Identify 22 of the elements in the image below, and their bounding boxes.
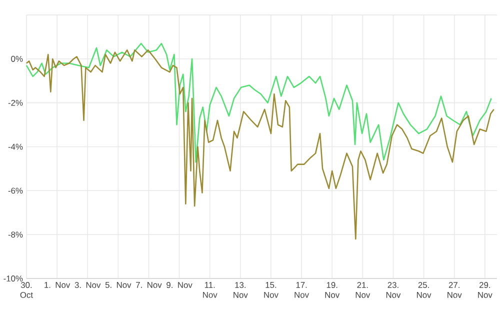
x-tick-label: 27. Nov xyxy=(448,282,462,298)
y-tick-label: -10% xyxy=(4,275,23,282)
x-tick-label: 15. Nov xyxy=(264,282,278,298)
x-tick-label: 3. Nov xyxy=(74,282,101,288)
x-tick-label: 1. Nov xyxy=(44,282,70,288)
y-tick-label: -8% xyxy=(8,231,23,238)
x-tick-label: 21. Nov xyxy=(356,282,370,298)
y-tick-label: -2% xyxy=(8,100,23,106)
x-tick-label: 11. Nov xyxy=(203,282,218,298)
y-tick-label: 0% xyxy=(11,56,23,62)
x-tick-label: 29. Nov xyxy=(478,282,492,298)
x-tick-label: 19. Nov xyxy=(325,282,340,298)
x-tick-label: 30. Oct xyxy=(20,282,33,298)
y-tick-label: -4% xyxy=(8,144,23,150)
x-tick-label: 13. Nov xyxy=(234,282,248,298)
x-tick-label: 25. Nov xyxy=(416,282,432,298)
x-tick-label: 9. Nov xyxy=(166,282,192,288)
x-tick-label: 17. Nov xyxy=(294,282,309,298)
x-tick-label: 23. Nov xyxy=(386,282,401,298)
x-tick-label: 5. Nov xyxy=(105,282,132,288)
x-tick-label: 7. Nov xyxy=(136,282,162,288)
y-tick-label: -6% xyxy=(8,188,23,194)
